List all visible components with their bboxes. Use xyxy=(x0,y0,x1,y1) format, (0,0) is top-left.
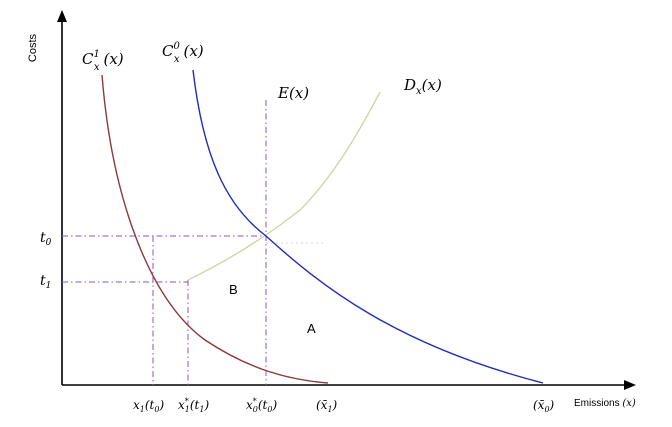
c1-curve-label: C1 x (x) xyxy=(82,49,124,73)
c0-curve-label: C0 x (x) xyxy=(162,41,204,65)
tick-label-xbar0: (x̄0) xyxy=(533,398,555,414)
y-axis-arrow xyxy=(57,10,67,22)
c0-curve xyxy=(192,69,544,384)
tick-label-xbar1: (x̄1) xyxy=(316,398,338,414)
d-curve xyxy=(187,91,381,281)
region-label-b: B xyxy=(229,282,238,297)
e-curve-label: E(x) xyxy=(277,84,309,102)
tick-label-x0star-t0: x* 0(t0) xyxy=(246,397,277,414)
guide-lines xyxy=(62,100,324,385)
y-axis-label: Costs xyxy=(27,33,39,62)
tick-label-t1: t1 xyxy=(40,273,51,291)
region-label-a: A xyxy=(307,321,316,336)
x-axis-label: Emissions (x) xyxy=(574,398,636,409)
c1-curve xyxy=(101,74,329,384)
d-curve-label: Dx(x) xyxy=(403,76,442,97)
tick-label-x1star-t1: x* 1(t1) xyxy=(178,397,209,414)
x-axis-arrow xyxy=(624,380,636,390)
tick-label-x1-t0: x1(t0) xyxy=(133,398,164,414)
tick-label-t0: t0 xyxy=(40,230,52,248)
